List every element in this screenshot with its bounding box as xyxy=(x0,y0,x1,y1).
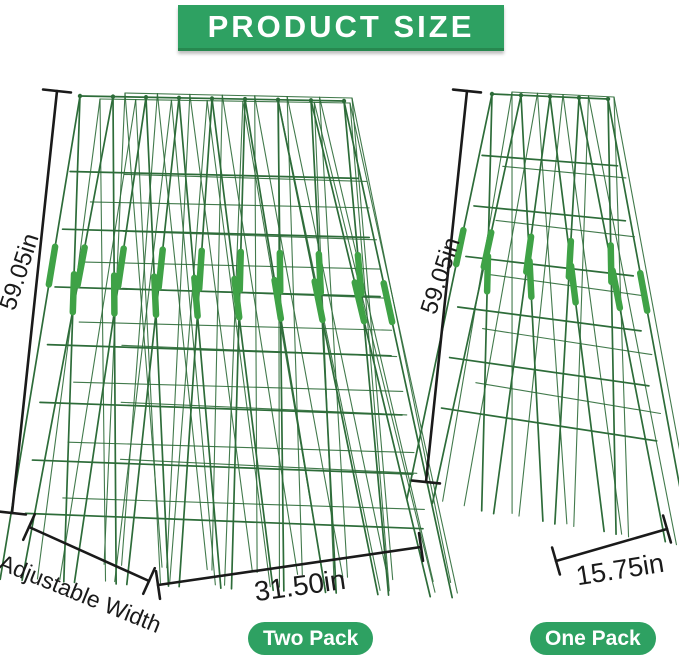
one-pack-badge: One Pack xyxy=(530,622,656,655)
dimension-lines xyxy=(0,88,673,601)
trellis-large-illustration xyxy=(0,92,458,599)
banner-title: PRODUCT SIZE xyxy=(207,8,475,44)
two-pack-badge-label: Two Pack xyxy=(263,626,359,650)
banner: PRODUCT SIZE xyxy=(178,5,504,51)
trellis-small-illustration xyxy=(406,91,679,546)
two-pack-badge: Two Pack xyxy=(248,622,374,655)
one-pack-badge-label: One Pack xyxy=(545,626,641,650)
